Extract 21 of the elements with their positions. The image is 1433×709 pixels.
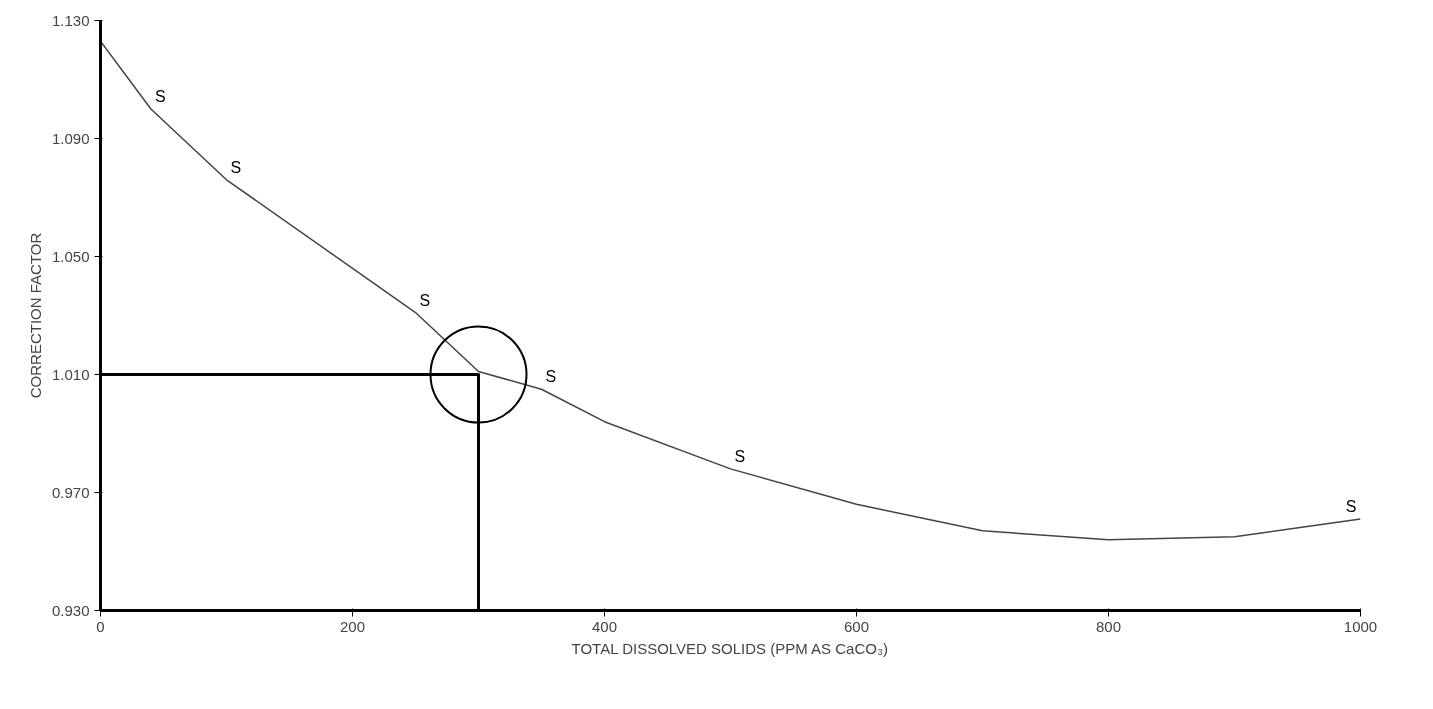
x-tick-label: 800 [1095,617,1122,635]
annotation: S [545,368,557,386]
x-axis-title: TOTAL DISSOLVED SOLIDS (PPM AS CaCO₃) [571,639,889,657]
y-tick-label: 1.050 [51,247,90,265]
line-series [100,40,1361,541]
y-tick-label: 1.090 [51,129,90,147]
annotation: S [230,158,242,176]
x-tick-label: 1000 [1343,617,1378,635]
y-tick-label: 0.930 [51,601,90,619]
annotation: S [419,291,431,309]
annotation: S [1345,498,1357,516]
x-tick-label: 200 [339,617,366,635]
y-tick-label: 1.010 [51,365,90,383]
y-tick-label: 1.130 [51,11,90,29]
annotation: S [734,447,746,465]
x-tick-label: 0 [96,617,105,635]
annotation: S [154,88,166,105]
y-tick-label: 0.970 [51,483,90,501]
x-tick-label: 400 [591,617,618,635]
x-tick-label: 600 [843,617,870,635]
y-axis-title: CORRECTION FACTOR [26,232,44,399]
